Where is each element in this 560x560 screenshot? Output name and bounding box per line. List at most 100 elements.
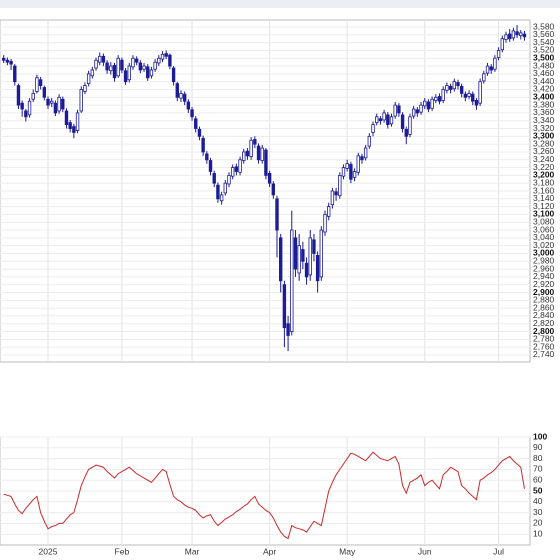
candle-body: [123, 70, 128, 83]
candle-body: [13, 65, 17, 83]
candle-body: [101, 55, 106, 63]
y-tick-label: 3,360: [533, 107, 555, 117]
candle-body: [301, 249, 305, 262]
y-tick-label: 2,840: [533, 310, 555, 320]
y-tick-label: 3,040: [533, 232, 555, 242]
y-tick-label: 3,460: [533, 68, 555, 78]
candle-body: [75, 112, 80, 131]
candle-body: [242, 151, 246, 161]
candle-body: [57, 96, 61, 112]
candle-body: [182, 93, 187, 102]
candle-body: [330, 190, 335, 206]
candle-body: [507, 33, 512, 40]
candle-body: [38, 79, 43, 86]
candle-body: [186, 101, 191, 110]
candle-body: [83, 85, 87, 92]
candle-body: [323, 214, 327, 233]
candle-body: [24, 110, 28, 118]
candle-body: [290, 229, 294, 332]
candle-body: [423, 100, 427, 107]
y-tick-label: 3,020: [533, 240, 555, 250]
candle-body: [46, 98, 50, 106]
y-tick-label: 3,220: [533, 162, 555, 172]
y-tick-label: 3,520: [533, 45, 555, 55]
candle-body: [356, 155, 360, 173]
candle-body: [500, 38, 504, 51]
candle-body: [230, 167, 235, 177]
y-tick-label: 3,180: [533, 177, 555, 187]
candle-body: [127, 65, 131, 81]
y-tick-label: 3,340: [533, 115, 555, 125]
candle-body: [441, 89, 445, 101]
candle-body: [278, 237, 283, 282]
candle-body: [53, 102, 58, 114]
candle-body: [467, 92, 471, 97]
candle-body: [249, 139, 253, 158]
candle-body: [153, 61, 157, 70]
candle-body: [90, 69, 95, 77]
y-tick-label: 3,500: [533, 53, 555, 63]
candle-body: [349, 164, 353, 180]
candle-body: [131, 57, 135, 68]
candle-body: [194, 118, 198, 129]
candle-body: [168, 54, 172, 67]
candle-body: [367, 135, 372, 147]
candle-body: [260, 147, 264, 161]
y-tick-label: 3,420: [533, 84, 555, 94]
candle-body: [1, 57, 6, 61]
candle-body: [120, 59, 124, 71]
candle-body: [511, 30, 516, 39]
candle-body: [286, 323, 290, 336]
rsi-line: [3, 451, 525, 540]
candle-body: [493, 57, 497, 70]
candle-body: [452, 81, 456, 90]
candle-body: [264, 149, 268, 176]
candle-body: [31, 92, 35, 100]
candle-body: [112, 64, 117, 79]
candle-body: [105, 62, 109, 71]
y-tick-label: 3,400: [533, 92, 555, 102]
candle-body: [478, 81, 482, 104]
top-strip: [0, 0, 560, 8]
x-tick-label: Apr: [263, 546, 276, 556]
candle-body: [482, 73, 486, 82]
y-tick-label: 90: [533, 442, 543, 452]
candle-body: [419, 104, 423, 113]
candle-body: [489, 66, 493, 71]
candle-body: [445, 85, 449, 91]
candle-body: [149, 69, 154, 77]
candle-body: [256, 145, 261, 161]
candle-body: [519, 32, 523, 37]
candle-body: [245, 150, 250, 157]
y-tick-label: 3,060: [533, 224, 555, 234]
candle-body: [42, 87, 47, 98]
y-tick-label: 30: [533, 507, 543, 517]
y-tick-label: 3,320: [533, 123, 555, 133]
candle-body: [504, 34, 508, 40]
candle-body: [138, 62, 143, 71]
candle-body: [375, 116, 379, 124]
x-tick-label: 2025: [39, 546, 58, 556]
candle-body: [319, 229, 324, 278]
candle-body: [400, 114, 405, 129]
y-tick-label: 40: [533, 496, 543, 506]
candle-body: [282, 284, 287, 329]
candle-body: [426, 101, 431, 110]
y-tick-label: 2,880: [533, 295, 555, 305]
candle-body: [404, 128, 408, 137]
candle-body: [86, 73, 91, 85]
candle-body: [389, 116, 394, 125]
candle-body: [430, 98, 434, 109]
candle-body: [312, 239, 316, 254]
candle-body: [238, 159, 242, 173]
candle-body: [304, 262, 309, 278]
candle-body: [216, 184, 220, 200]
y-tick-label: 60: [533, 474, 543, 484]
candle-body: [459, 85, 464, 94]
candle-body: [415, 109, 420, 114]
candle-body: [437, 96, 442, 102]
candle-body: [223, 182, 227, 194]
candle-body: [297, 245, 301, 274]
candle-body: [157, 57, 161, 64]
